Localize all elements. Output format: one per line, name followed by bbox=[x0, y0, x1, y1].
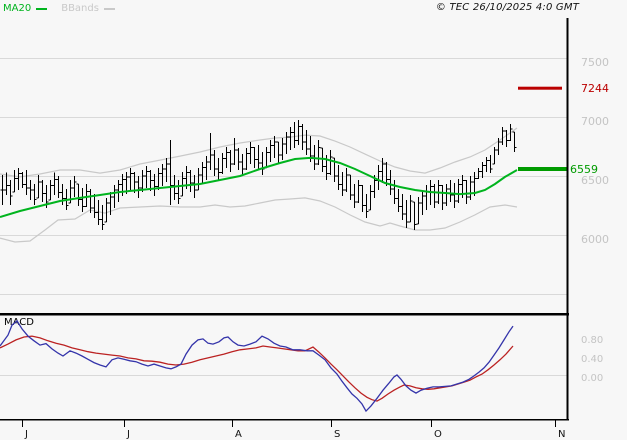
macd-panel-label: MACD bbox=[4, 317, 34, 328]
price-tick-7000: 7000 bbox=[581, 115, 609, 128]
bollinger-lower-band bbox=[0, 197, 518, 243]
month-label-A: A bbox=[235, 429, 242, 440]
chart-frame bbox=[0, 18, 569, 421]
price-axis-labels: 7500 7000 6500 6000 bbox=[581, 56, 609, 246]
month-label-J: J bbox=[24, 429, 28, 440]
price-tick-7500: 7500 bbox=[581, 56, 609, 69]
macd-tick-0.00: 0.00 bbox=[581, 373, 603, 384]
legend-ma20-swatch bbox=[36, 8, 48, 10]
macd-top-border bbox=[0, 313, 569, 316]
legend: MA20 BBands bbox=[3, 2, 129, 16]
macd-line bbox=[0, 319, 514, 413]
month-label-O: O bbox=[434, 429, 442, 440]
price-tick-6500: 6500 bbox=[581, 174, 609, 187]
bollinger-upper-band bbox=[0, 127, 518, 178]
month-label-J: J bbox=[126, 429, 130, 440]
ma20-line bbox=[0, 156, 518, 219]
level-line-6559 bbox=[518, 167, 567, 171]
legend-bbands-swatch bbox=[103, 8, 115, 10]
legend-item-ma20: MA20 bbox=[3, 2, 48, 16]
month-label-N: N bbox=[558, 429, 565, 440]
macd-tick-0.80: 0.80 bbox=[581, 335, 603, 346]
legend-item-bbands: BBands bbox=[61, 2, 115, 16]
macd-tick-0.40: 0.40 bbox=[581, 354, 603, 365]
level-line-7244 bbox=[518, 86, 562, 90]
month-label-S: S bbox=[334, 429, 340, 440]
price-grid bbox=[0, 58, 567, 295]
level-label-6559: 6559 bbox=[570, 163, 598, 176]
macd-signal-line bbox=[0, 335, 514, 402]
timestamp: © TEC 26/10/2025 4:0 GMT bbox=[435, 2, 579, 13]
level-label-7244: 7244 bbox=[581, 82, 609, 95]
candlesticks bbox=[0, 120, 517, 230]
price-tick-6000: 6000 bbox=[581, 233, 609, 246]
legend-bbands-label: BBands bbox=[61, 3, 99, 14]
legend-ma20-label: MA20 bbox=[3, 3, 32, 14]
macd-axis-labels: 0.80 0.40 0.00 bbox=[581, 335, 603, 384]
